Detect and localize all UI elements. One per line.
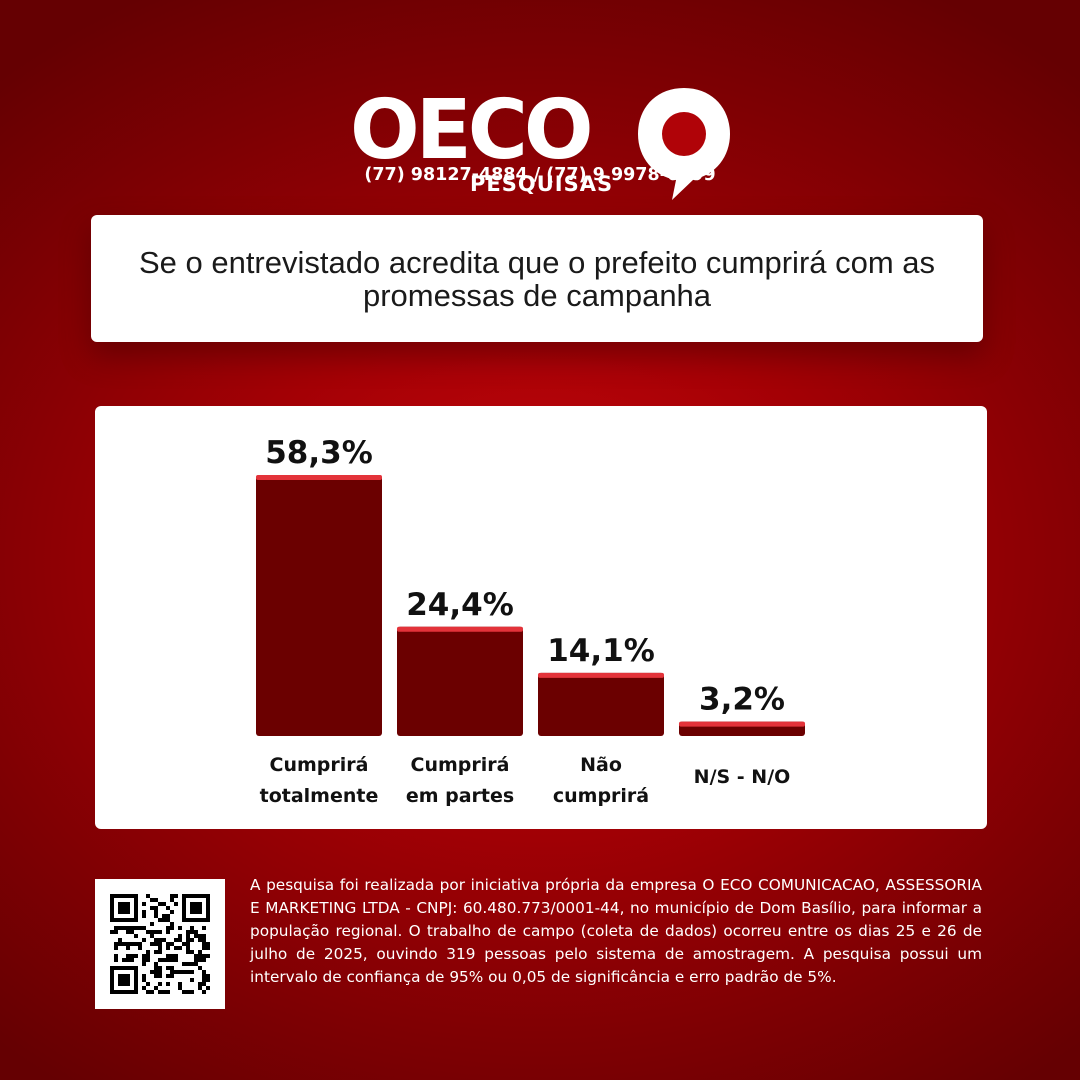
category-label-line: Cumprirá (270, 754, 369, 776)
category-label: Cumprirá em partes (406, 754, 514, 807)
bar-highlight (397, 626, 523, 632)
category-label-line: cumprirá (553, 785, 649, 807)
bar-highlight (679, 721, 805, 727)
value-label: 58,3% (265, 435, 373, 471)
bar (397, 626, 523, 736)
value-label: 3,2% (699, 682, 785, 718)
bar-group: 3,2% N/S - N/O (679, 682, 805, 788)
category-label-line: Não (580, 754, 622, 776)
speech-bubble-icon (638, 88, 730, 200)
brand-logo: OECO PESQUISAS (0, 38, 1080, 200)
category-label-line: Cumprirá (411, 754, 510, 776)
bar-group: 58,3% Cumprirá totalmente (256, 435, 382, 807)
bar-group: 24,4% Cumprirá em partes (397, 587, 523, 807)
contact-phones: (77) 98127-4884 / (77) 9 9978-6999 (364, 165, 716, 185)
question-card: Se o entrevistado acredita que o prefeit… (91, 215, 983, 342)
category-label-line: N/S - N/O (694, 766, 791, 788)
category-label: N/S - N/O (694, 766, 791, 788)
category-label-line: totalmente (260, 785, 379, 807)
category-label-line: em partes (406, 785, 514, 807)
logo-subtitle: PESQUISAS (470, 172, 614, 196)
category-label: Cumprirá totalmente (260, 754, 379, 807)
category-label: Não cumprirá (553, 754, 649, 807)
bar-group: 14,1% Não cumprirá (538, 633, 664, 807)
question-text: Se o entrevistado acredita que o prefeit… (138, 244, 936, 313)
chart-card: 58,3% Cumprirá totalmente 24,4% Cumprirá em p… (95, 406, 987, 829)
bar-highlight (538, 672, 664, 678)
qr-code[interactable] (95, 879, 225, 1009)
qr-code-icon (110, 894, 210, 994)
bar-chart: 58,3% Cumprirá totalmente 24,4% Cumprirá em p… (256, 435, 805, 807)
bar-highlight (256, 475, 382, 480)
methodology-note: A pesquisa foi realizada por iniciativa … (250, 876, 982, 986)
bar (538, 672, 664, 736)
logo-wordmark: OECO (350, 83, 594, 178)
value-label: 24,4% (406, 587, 514, 623)
bar (256, 475, 382, 736)
value-label: 14,1% (547, 633, 655, 669)
